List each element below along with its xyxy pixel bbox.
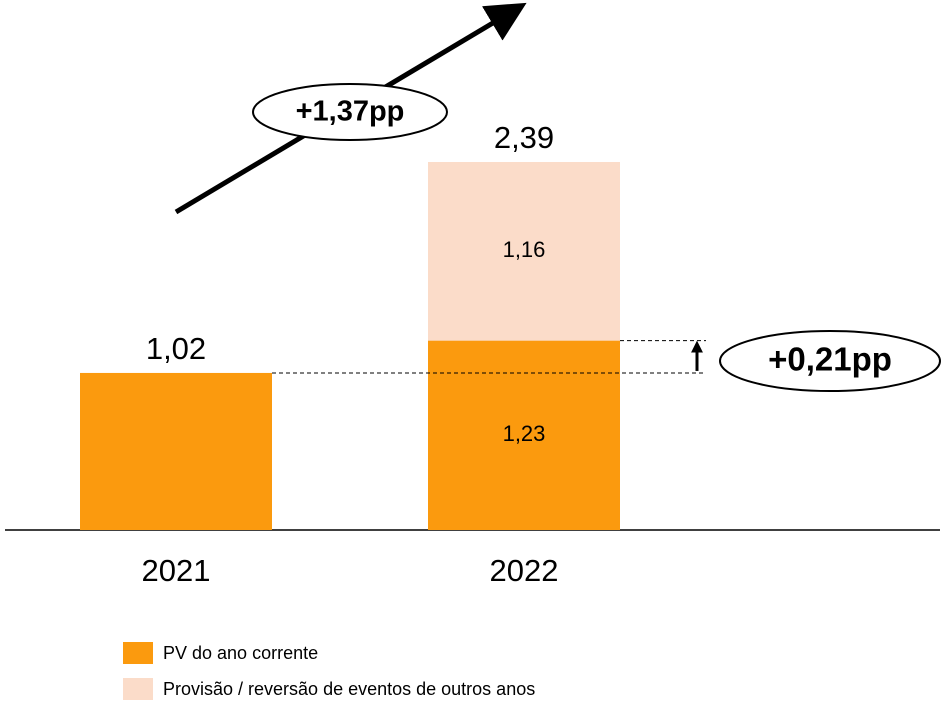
bar-segment [80, 372, 272, 530]
annotation: +0,21pp [768, 341, 892, 378]
total-label: 2,39 [494, 120, 554, 155]
x-tick-label: 2021 [142, 553, 211, 588]
total-label: 1,02 [146, 331, 206, 366]
x-tick-label: 2022 [490, 553, 559, 588]
legend-label: PV do ano corrente [163, 643, 318, 663]
legend-swatch [123, 642, 153, 664]
bar-segment [428, 162, 620, 341]
annotation-bubble [719, 330, 941, 392]
value-label: 1,16 [503, 237, 546, 262]
bar-segment [428, 340, 620, 530]
value-label: 1,23 [503, 421, 546, 446]
legend-label: Provisão / reversão de eventos de outros… [163, 679, 535, 699]
annotation: +1,37pp [296, 96, 405, 128]
annotation-bubble [252, 83, 448, 141]
legend-swatch [123, 678, 153, 700]
